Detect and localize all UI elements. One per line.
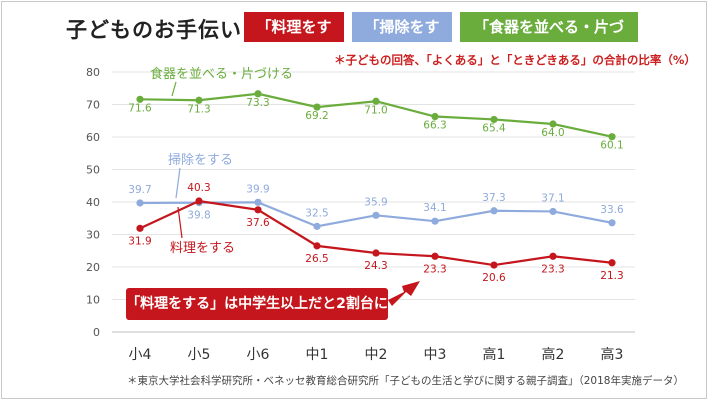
data-point xyxy=(195,96,203,104)
x-tick-label: 中1 xyxy=(306,347,329,363)
callout-arrow xyxy=(388,281,420,306)
data-label: 60.1 xyxy=(600,140,623,152)
x-tick-label: 高3 xyxy=(601,346,624,363)
data-point xyxy=(313,103,321,111)
data-point xyxy=(313,242,321,250)
source-note: ＊東京大学社会科学研究所・ベネッセ教育総合研究所「子どもの生活と学びに関する親子… xyxy=(127,375,684,387)
series-name-label: 掃除をする xyxy=(168,152,233,168)
y-tick-label: 60 xyxy=(86,131,100,144)
data-label: 66.3 xyxy=(423,120,446,132)
data-point xyxy=(549,207,557,216)
data-point xyxy=(431,252,439,260)
data-label: 71.0 xyxy=(364,104,387,116)
data-label: 34.1 xyxy=(423,202,446,214)
chart-note: ＊子どもの回答、「よくある」と「ときどきある」の合計の比率（%） xyxy=(334,53,696,67)
data-point xyxy=(254,206,262,214)
data-label: 21.3 xyxy=(600,270,623,282)
data-point xyxy=(372,249,380,257)
data-point xyxy=(136,95,144,103)
data-label: 40.3 xyxy=(187,182,210,194)
data-label: 71.3 xyxy=(187,103,210,115)
data-label: 37.3 xyxy=(482,192,505,204)
series-name-label: 食器を並べる・片づける xyxy=(150,66,293,82)
data-label: 39.7 xyxy=(128,184,151,196)
data-label: 23.3 xyxy=(423,263,446,275)
data-point xyxy=(254,90,262,98)
data-point xyxy=(490,115,498,124)
data-point xyxy=(549,252,557,260)
y-tick-label: 0 xyxy=(93,326,100,339)
y-tick-label: 50 xyxy=(86,164,100,177)
data-label: 35.9 xyxy=(364,196,387,208)
x-tick-label: 小4 xyxy=(129,347,152,363)
data-point xyxy=(608,219,616,227)
data-label: 64.0 xyxy=(541,127,564,139)
data-label: 24.3 xyxy=(364,260,387,272)
data-label: 73.3 xyxy=(246,97,269,109)
data-point xyxy=(490,261,498,269)
data-label: 37.1 xyxy=(541,192,564,204)
data-point xyxy=(490,207,498,215)
y-tick-label: 10 xyxy=(86,294,100,307)
y-tick-label: 20 xyxy=(86,261,100,274)
data-point xyxy=(431,217,439,225)
series-name-pointer xyxy=(171,81,177,97)
x-tick-label: 中2 xyxy=(365,347,388,363)
y-tick-label: 70 xyxy=(86,99,100,112)
data-label: 26.5 xyxy=(305,253,328,265)
legend-dishes: 「食器を並べる・片づける」 xyxy=(460,12,638,66)
data-point xyxy=(136,224,144,232)
data-label: 37.6 xyxy=(246,217,270,229)
data-point xyxy=(136,199,144,207)
data-label: 32.5 xyxy=(305,207,328,219)
x-tick-label: 小5 xyxy=(188,347,211,363)
y-tick-label: 80 xyxy=(86,66,100,79)
data-point xyxy=(195,197,203,205)
y-tick-label: 40 xyxy=(86,196,100,209)
data-point xyxy=(549,120,557,128)
data-point xyxy=(372,211,380,219)
x-tick-label: 中3 xyxy=(424,347,447,363)
data-label: 23.3 xyxy=(541,263,564,275)
data-label: 39.9 xyxy=(246,183,269,195)
data-label: 71.6 xyxy=(128,102,152,114)
chart-title: 子どものお手伝い xyxy=(66,18,242,42)
data-label: 31.9 xyxy=(128,235,151,247)
series-name-pointer xyxy=(175,167,181,199)
x-tick-label: 高1 xyxy=(483,346,506,363)
data-label: 39.8 xyxy=(187,210,210,222)
data-point xyxy=(431,112,439,121)
legend-cooking: 「料理をする」 xyxy=(244,12,344,66)
x-tick-label: 小6 xyxy=(247,347,270,363)
data-label: 69.2 xyxy=(305,110,328,122)
data-label: 33.6 xyxy=(600,204,624,216)
data-point xyxy=(608,259,616,267)
callout-box: 「料理をする」は中学生以上だと2割台に xyxy=(126,288,388,320)
data-label: 20.6 xyxy=(482,272,506,284)
data-point xyxy=(254,198,262,206)
series-name-pointer xyxy=(177,206,183,239)
data-point xyxy=(313,222,321,230)
series-name-label: 料理をする xyxy=(170,241,235,256)
data-label: 65.4 xyxy=(482,122,506,134)
data-point xyxy=(372,97,380,105)
y-tick-label: 30 xyxy=(86,229,100,242)
legend-cleaning: 「掃除をする」 xyxy=(352,12,452,66)
x-tick-label: 高2 xyxy=(542,346,565,363)
data-point xyxy=(608,133,616,141)
